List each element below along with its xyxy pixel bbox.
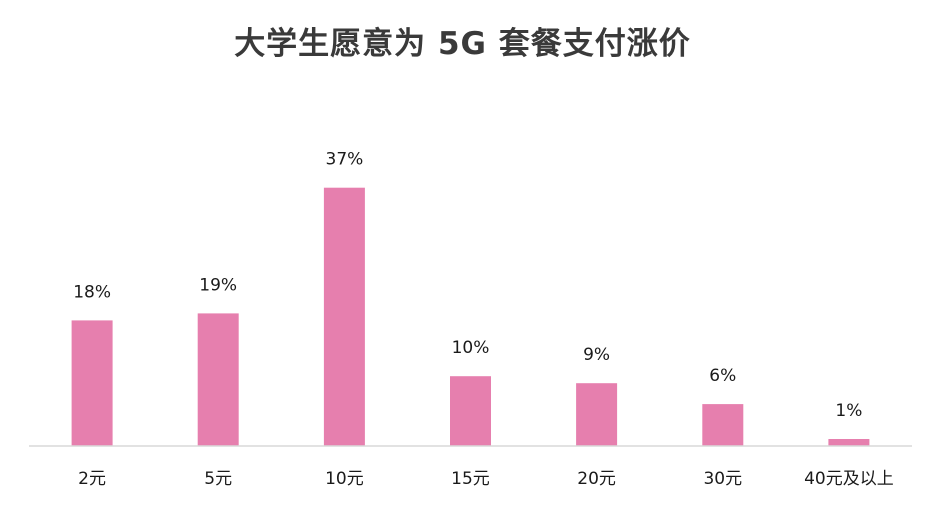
x-tick-label: 5元 xyxy=(204,469,232,489)
bar xyxy=(197,313,239,446)
data-label: 37% xyxy=(326,150,364,170)
data-label: 6% xyxy=(709,366,736,386)
x-tick-label: 15元 xyxy=(451,469,490,489)
x-tick-label: 10元 xyxy=(325,469,364,489)
bar xyxy=(323,187,365,446)
x-tick-label: 2元 xyxy=(78,469,106,489)
data-label: 19% xyxy=(199,275,237,295)
data-label: 1% xyxy=(835,401,862,421)
chart-title: 大学生愿意为 5G 套餐支付涨价 xyxy=(234,26,691,62)
data-labels-group: 18% 19% 37% 10% 9% 6% 1% xyxy=(73,150,862,421)
x-tick-labels-group: 2元 5元 10元 15元 20元 30元 40元及以上 xyxy=(78,469,894,489)
x-tick-label: 30元 xyxy=(703,469,742,489)
bar xyxy=(450,376,491,446)
bar xyxy=(71,320,113,446)
x-tick-label: 20元 xyxy=(577,469,616,489)
bars-group xyxy=(71,187,870,446)
bar xyxy=(828,439,870,446)
data-label: 9% xyxy=(583,345,610,365)
x-tick-label: 40元及以上 xyxy=(804,469,894,489)
bar xyxy=(576,383,618,446)
bar xyxy=(702,404,744,446)
data-label: 18% xyxy=(73,282,111,302)
data-label: 10% xyxy=(452,338,490,358)
